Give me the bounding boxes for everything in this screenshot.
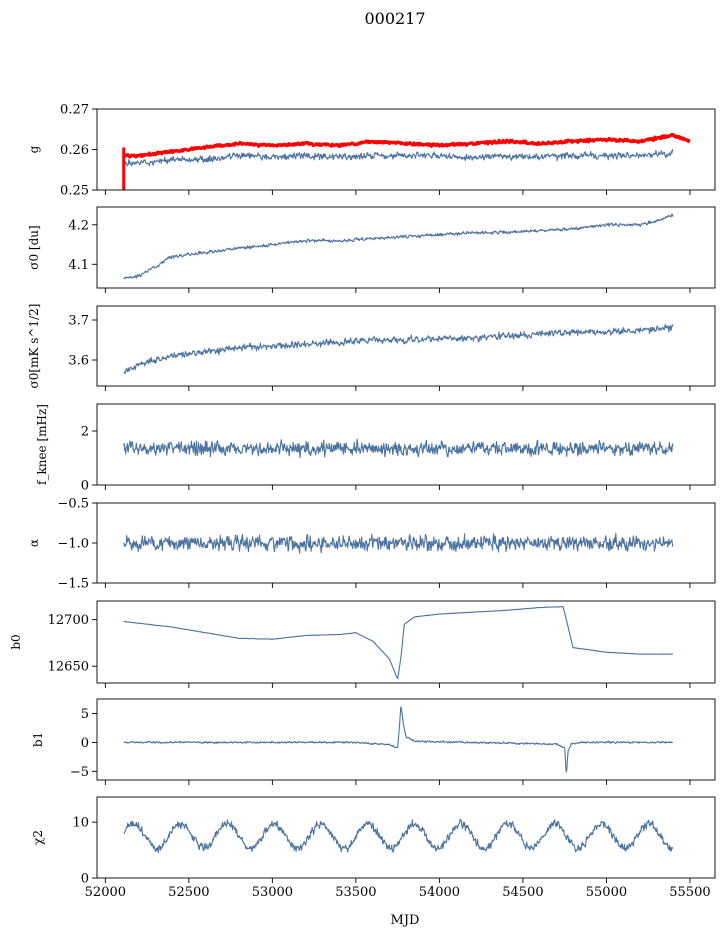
y-tick-label: −1.5 <box>57 577 89 592</box>
y-axis-label: σ0 [du] <box>27 225 41 269</box>
y-tick-label: −5 <box>70 765 89 780</box>
series-line-1-1 <box>123 149 674 167</box>
y-tick-label: 0.27 <box>60 103 89 118</box>
y-axis-label: χ2 <box>31 830 45 845</box>
axes-frame-7 <box>96 698 716 781</box>
x-tick-label: 52500 <box>168 885 209 900</box>
panel-4: 0 2 f_knee [mHz] <box>35 403 716 494</box>
x-tick-label: 53000 <box>252 885 293 900</box>
y-axis-label: σ0[mK s^1/2] <box>27 304 41 389</box>
panel-1: 0.25 0.26 0.27 g <box>27 103 716 199</box>
panel-5: −1.5 −1.0 −0.5 α <box>27 497 716 592</box>
y-axis-label: g <box>27 145 41 153</box>
y-tick-label: 0 <box>81 479 89 494</box>
y-tick-label: 5 <box>81 707 89 722</box>
x-tick-label: 55500 <box>669 885 710 900</box>
y-tick-label: 0.25 <box>60 184 89 199</box>
axes-frame-2 <box>96 206 716 289</box>
y-tick-label: −0.5 <box>57 497 89 512</box>
y-tick-label: 10 <box>72 816 89 831</box>
y-tick-label: 12700 <box>48 613 89 628</box>
panel-8: 0 10 52000 52500 53000 53500 54000 54500 55000 55… <box>31 796 716 900</box>
series-line-8-1 <box>123 818 674 854</box>
x-tick-label: 54000 <box>419 885 460 900</box>
y-axis-label: b1 <box>31 732 45 747</box>
y-tick-label: 3.6 <box>68 354 89 369</box>
y-tick-label: 4.2 <box>68 218 89 233</box>
series-line-5-1 <box>123 532 674 554</box>
y-axis-label: b0 <box>9 634 23 649</box>
series-line-1-2 <box>122 132 691 159</box>
y-tick-label: 12650 <box>48 660 89 675</box>
y-tick-label: −1.0 <box>57 537 89 552</box>
series-line-3-1 <box>123 324 674 375</box>
y-axis-label: α <box>27 539 41 547</box>
suptitle: 000217 <box>364 9 425 28</box>
y-tick-label: 3.7 <box>68 314 89 329</box>
axes-frame-8 <box>96 796 716 879</box>
x-tick-label: 52000 <box>85 885 126 900</box>
panels: 0.25 0.26 0.27 g 4.1 4.2 σ0 [du] 3.6 3.7 σ0[mK s^… <box>9 103 716 900</box>
y-tick-label: 0.26 <box>60 143 89 158</box>
y-axis-label: f_knee [mHz] <box>35 404 49 485</box>
axes-frame-6 <box>96 600 716 684</box>
series-line-4-1 <box>123 438 674 459</box>
x-tick-label: 54500 <box>502 885 543 900</box>
panel-3: 3.6 3.7 σ0[mK s^1/2] <box>27 304 716 391</box>
panel-7: −5 0 5 b1 <box>31 698 716 785</box>
y-tick-label: 4.1 <box>68 258 89 273</box>
series-line-7-1 <box>123 706 674 773</box>
x-tick-label: 53500 <box>335 885 376 900</box>
y-tick-label: 2 <box>81 425 89 440</box>
panel-6: 12650 12700 b0 <box>9 600 716 688</box>
axes-frame-4 <box>96 403 716 486</box>
x-axis-label: MJD <box>391 913 420 928</box>
series-line-6-1 <box>123 606 674 679</box>
y-tick-label: 0 <box>81 872 89 887</box>
axes-frame-3 <box>96 305 716 387</box>
x-tick-label: 55000 <box>586 885 627 900</box>
panel-2: 4.1 4.2 σ0 [du] <box>27 206 716 293</box>
series-line-2-1 <box>123 213 674 280</box>
y-tick-label: 0 <box>81 736 89 751</box>
